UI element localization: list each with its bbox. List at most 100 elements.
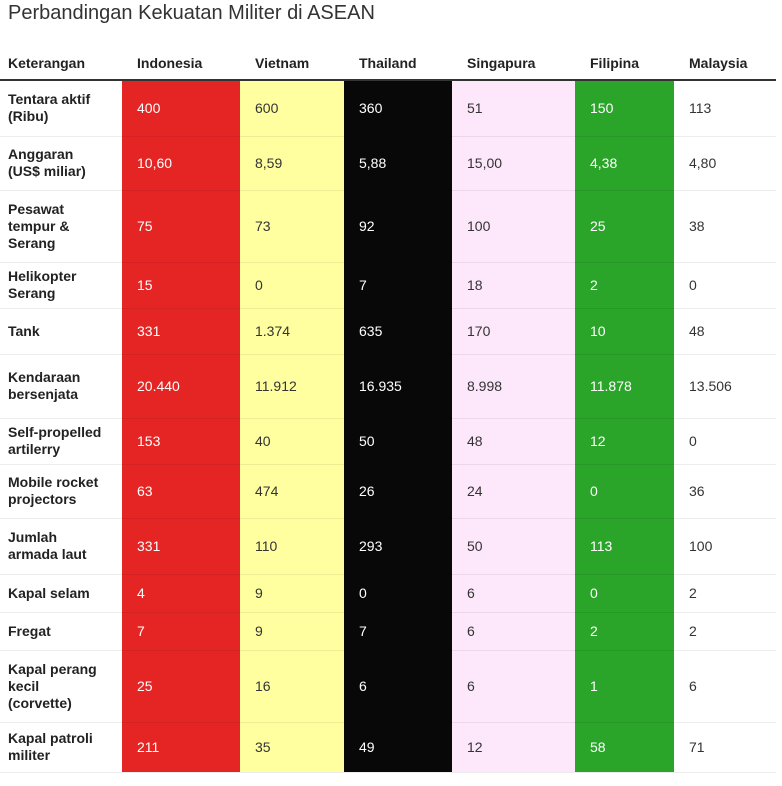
cell-malaysia: 0 bbox=[674, 418, 776, 465]
row-label: Kapal perang kecil (corvette) bbox=[0, 650, 122, 723]
cell-filipina: 0 bbox=[575, 464, 674, 519]
cell-malaysia: 0 bbox=[674, 262, 776, 309]
cell-indonesia: 7 bbox=[122, 612, 240, 651]
cell-thailand: 7 bbox=[344, 262, 452, 309]
cell-thailand: 7 bbox=[344, 612, 452, 651]
cell-vietnam: 0 bbox=[240, 262, 344, 309]
cell-filipina: 11.878 bbox=[575, 354, 674, 419]
cell-singapura: 12 bbox=[452, 722, 575, 773]
cell-indonesia: 4 bbox=[122, 574, 240, 613]
cell-thailand: 0 bbox=[344, 574, 452, 613]
cell-thailand: 6 bbox=[344, 650, 452, 723]
row-label: Kendaraan bersenjata bbox=[0, 354, 122, 419]
table-row: Fregat 7 9 7 6 2 2 bbox=[0, 612, 776, 651]
cell-singapura: 170 bbox=[452, 308, 575, 355]
cell-indonesia: 20.440 bbox=[122, 354, 240, 419]
row-label: Pesawat tempur & Serang bbox=[0, 190, 122, 263]
row-label: Jumlah armada laut bbox=[0, 518, 122, 575]
header-indonesia: Indonesia bbox=[122, 46, 240, 81]
header-malaysia: Malaysia bbox=[674, 46, 776, 81]
row-label: Mobile rocket projectors bbox=[0, 464, 122, 519]
cell-indonesia: 63 bbox=[122, 464, 240, 519]
cell-indonesia: 10,60 bbox=[122, 136, 240, 191]
cell-vietnam: 11.912 bbox=[240, 354, 344, 419]
military-comparison-table: Keterangan Indonesia Vietnam Thailand Si… bbox=[0, 46, 776, 773]
table-row: Pesawat tempur & Serang 75 73 92 100 25 38 bbox=[0, 190, 776, 263]
table-row: Mobile rocket projectors 63 474 26 24 0 36 bbox=[0, 464, 776, 519]
cell-thailand: 360 bbox=[344, 80, 452, 137]
header-keterangan: Keterangan bbox=[0, 46, 122, 81]
cell-indonesia: 15 bbox=[122, 262, 240, 309]
row-label: Anggaran (US$ miliar) bbox=[0, 136, 122, 191]
cell-filipina: 1 bbox=[575, 650, 674, 723]
row-label: Tentara aktif (Ribu) bbox=[0, 80, 122, 137]
header-vietnam: Vietnam bbox=[240, 46, 344, 81]
cell-vietnam: 1.374 bbox=[240, 308, 344, 355]
cell-singapura: 48 bbox=[452, 418, 575, 465]
header-thailand: Thailand bbox=[344, 46, 452, 81]
row-label: Kapal patroli militer bbox=[0, 722, 122, 773]
cell-vietnam: 9 bbox=[240, 574, 344, 613]
table-row: Tentara aktif (Ribu) 400 600 360 51 150 113 bbox=[0, 80, 776, 137]
cell-thailand: 635 bbox=[344, 308, 452, 355]
cell-indonesia: 211 bbox=[122, 722, 240, 773]
table-row: Kapal patroli militer 211 35 49 12 58 71 bbox=[0, 722, 776, 773]
cell-malaysia: 38 bbox=[674, 190, 776, 263]
header-filipina: Filipina bbox=[575, 46, 674, 81]
cell-filipina: 0 bbox=[575, 574, 674, 613]
cell-indonesia: 400 bbox=[122, 80, 240, 137]
table-row: Anggaran (US$ miliar) 10,60 8,59 5,88 15,00 4… bbox=[0, 136, 776, 191]
cell-filipina: 2 bbox=[575, 262, 674, 309]
cell-malaysia: 48 bbox=[674, 308, 776, 355]
cell-malaysia: 4,80 bbox=[674, 136, 776, 191]
cell-filipina: 10 bbox=[575, 308, 674, 355]
cell-filipina: 113 bbox=[575, 518, 674, 575]
table-row: Self-propelled artilerry 153 40 50 48 12 0 bbox=[0, 418, 776, 465]
cell-malaysia: 13.506 bbox=[674, 354, 776, 419]
cell-malaysia: 2 bbox=[674, 574, 776, 613]
cell-filipina: 25 bbox=[575, 190, 674, 263]
cell-malaysia: 6 bbox=[674, 650, 776, 723]
row-label: Kapal selam bbox=[0, 574, 122, 613]
cell-singapura: 15,00 bbox=[452, 136, 575, 191]
cell-vietnam: 474 bbox=[240, 464, 344, 519]
cell-singapura: 100 bbox=[452, 190, 575, 263]
cell-indonesia: 25 bbox=[122, 650, 240, 723]
cell-filipina: 58 bbox=[575, 722, 674, 773]
cell-malaysia: 100 bbox=[674, 518, 776, 575]
cell-thailand: 49 bbox=[344, 722, 452, 773]
chart-title: Perbandingan Kekuatan Militer di ASEAN bbox=[8, 2, 375, 24]
header-row: Keterangan Indonesia Vietnam Thailand Si… bbox=[0, 46, 776, 81]
cell-thailand: 50 bbox=[344, 418, 452, 465]
row-label: Helikopter Serang bbox=[0, 262, 122, 309]
cell-filipina: 150 bbox=[575, 80, 674, 137]
cell-filipina: 12 bbox=[575, 418, 674, 465]
header-singapura: Singapura bbox=[452, 46, 575, 81]
cell-singapura: 6 bbox=[452, 612, 575, 651]
cell-thailand: 26 bbox=[344, 464, 452, 519]
table-row: Kendaraan bersenjata 20.440 11.912 16.935 8.… bbox=[0, 354, 776, 419]
table-row: Helikopter Serang 15 0 7 18 2 0 bbox=[0, 262, 776, 309]
cell-filipina: 2 bbox=[575, 612, 674, 651]
cell-malaysia: 36 bbox=[674, 464, 776, 519]
table-row: Tank 331 1.374 635 170 10 48 bbox=[0, 308, 776, 355]
cell-singapura: 6 bbox=[452, 650, 575, 723]
cell-vietnam: 8,59 bbox=[240, 136, 344, 191]
cell-thailand: 16.935 bbox=[344, 354, 452, 419]
cell-singapura: 6 bbox=[452, 574, 575, 613]
table-row: Kapal perang kecil (corvette) 25 16 6 6 1 6 bbox=[0, 650, 776, 723]
cell-vietnam: 110 bbox=[240, 518, 344, 575]
table-row: Kapal selam 4 9 0 6 0 2 bbox=[0, 574, 776, 613]
cell-thailand: 293 bbox=[344, 518, 452, 575]
cell-singapura: 18 bbox=[452, 262, 575, 309]
cell-indonesia: 331 bbox=[122, 518, 240, 575]
cell-vietnam: 9 bbox=[240, 612, 344, 651]
cell-singapura: 8.998 bbox=[452, 354, 575, 419]
cell-filipina: 4,38 bbox=[575, 136, 674, 191]
cell-vietnam: 35 bbox=[240, 722, 344, 773]
cell-singapura: 50 bbox=[452, 518, 575, 575]
table-body: Tentara aktif (Ribu) 400 600 360 51 150 113 Ang… bbox=[0, 80, 776, 773]
cell-thailand: 5,88 bbox=[344, 136, 452, 191]
cell-malaysia: 113 bbox=[674, 80, 776, 137]
row-label: Self-propelled artilerry bbox=[0, 418, 122, 465]
